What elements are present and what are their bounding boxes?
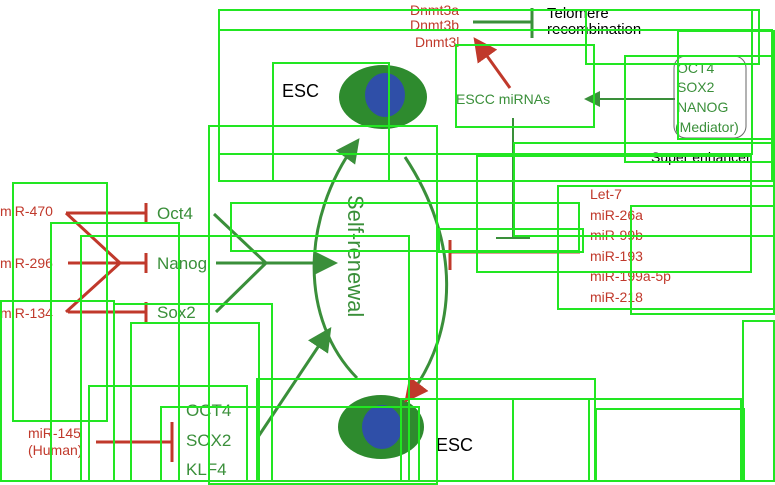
overlay-box <box>742 320 775 482</box>
mir218-label: miR-218 <box>590 289 643 305</box>
overlay-box <box>438 228 584 253</box>
oct4-label: Oct4 <box>157 204 193 223</box>
overlay-box <box>595 408 745 482</box>
overlay-box <box>230 202 580 252</box>
mir145-human-label: (Human) <box>28 442 83 458</box>
mir145-label: miR-145 <box>28 425 81 441</box>
esc-top-label: ESC <box>282 81 320 101</box>
super-nanog-label: NANOG <box>677 99 729 115</box>
overlay-box <box>12 182 108 422</box>
human-klf4-label: KLF4 <box>186 460 227 479</box>
esc-top-cell <box>339 65 427 129</box>
nanog-label: Nanog <box>157 254 208 273</box>
self-renewal-right-arc <box>403 156 449 403</box>
mir26a-label: miR-26a <box>590 207 643 223</box>
esc-bottom-cell <box>338 395 424 459</box>
esc-bottom-label: ESC <box>436 435 474 455</box>
overlay-box <box>400 398 590 482</box>
let7-label: Let-7 <box>590 186 622 202</box>
overlay-box <box>455 44 595 128</box>
overlay-box <box>630 205 775 315</box>
sox2-label: Sox2 <box>157 303 196 322</box>
super-mediator-label: (Mediator) <box>675 119 739 135</box>
escc-mirnas-label: ESCC miRNAs <box>456 91 551 107</box>
overlay-box <box>272 62 390 182</box>
overlay-box <box>476 155 752 273</box>
dnmt3l-label: Dnmt3l <box>415 34 460 50</box>
human-factor-arrow <box>256 327 332 438</box>
escc-to-dnmt-arrow <box>473 37 512 89</box>
overlay-box <box>218 29 773 182</box>
mir145-inhibition <box>96 422 174 462</box>
overlay-box <box>677 30 775 140</box>
overlay-box <box>0 300 115 482</box>
mir193-label: miR-193 <box>590 248 643 264</box>
telomere-inhibition <box>473 8 534 38</box>
super-sox2-label: SOX2 <box>677 79 715 95</box>
dnmt3b-label: Dnmt3b <box>410 17 460 33</box>
overlay-box <box>585 9 760 65</box>
